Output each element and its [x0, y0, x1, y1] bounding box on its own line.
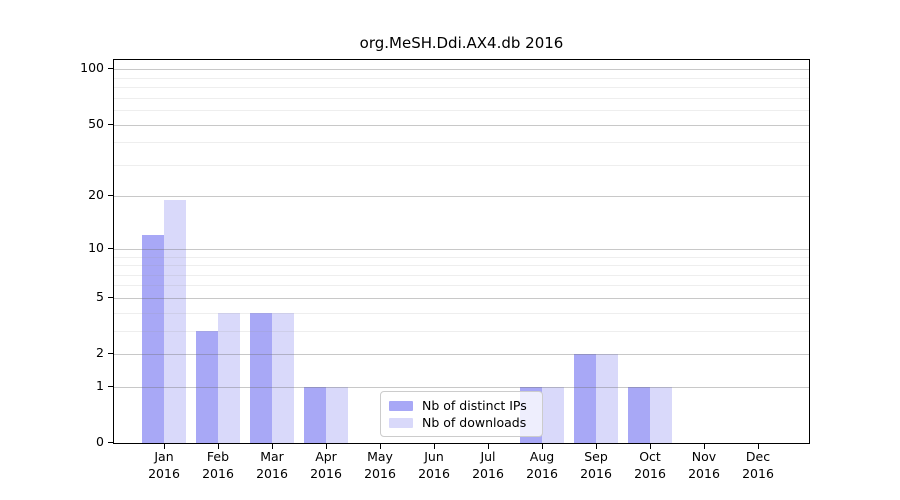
y-tick-label: 5: [96, 288, 104, 304]
x-axis-tick: [434, 444, 435, 449]
x-tick-label: Apr 2016: [310, 449, 342, 481]
legend-label-downloads: Nb of downloads: [422, 415, 527, 430]
bar-distinct-ips-feb: [196, 330, 218, 443]
y-axis-tick: [108, 296, 113, 298]
x-tick-label: Jun 2016: [418, 449, 450, 481]
x-tick-label: Jan 2016: [148, 449, 180, 481]
x-axis-tick: [542, 444, 543, 449]
gridline-minor: [114, 330, 809, 332]
x-axis-tick: [488, 444, 489, 449]
x-tick-label: Jul 2016: [472, 449, 504, 481]
bar-distinct-ips-sep: [574, 354, 596, 443]
gridline-major: [114, 69, 809, 71]
gridline-minor: [114, 142, 809, 144]
y-tick-label: 50: [88, 115, 104, 131]
x-tick-label: Dec 2016: [742, 449, 774, 481]
plot-area: [113, 59, 810, 444]
x-axis-tick: [758, 444, 759, 449]
bar-downloads-feb: [218, 312, 240, 443]
legend-label-distinct-ips: Nb of distinct IPs: [422, 398, 527, 413]
gridline-minor: [114, 77, 809, 79]
y-axis-tick: [108, 123, 113, 125]
gridline-major: [114, 124, 809, 126]
y-axis-tick: [108, 195, 113, 197]
gridline-minor: [114, 312, 809, 314]
bar-downloads-sep: [596, 354, 618, 443]
x-axis-tick: [650, 444, 651, 449]
x-axis-tick: [164, 444, 165, 449]
y-tick-label: 1: [96, 377, 104, 393]
y-axis-tick: [108, 353, 113, 354]
y-tick-label: 10: [88, 239, 104, 255]
y-axis-tick: [108, 442, 113, 443]
legend-swatch-distinct-ips: [389, 400, 413, 411]
y-axis-tick: [108, 385, 113, 387]
gridline-major: [114, 354, 809, 355]
gridline-major: [114, 196, 809, 198]
bar-downloads-mar: [272, 312, 294, 443]
x-tick-label: Mar 2016: [256, 449, 288, 481]
x-axis-tick: [326, 444, 327, 449]
y-tick-label: 20: [88, 187, 104, 203]
gridline-minor: [114, 285, 809, 287]
bar-distinct-ips-apr: [304, 386, 326, 443]
bar-distinct-ips-mar: [250, 312, 272, 443]
x-tick-label: Feb 2016: [202, 449, 234, 481]
gridline-minor: [114, 97, 809, 99]
x-axis-tick: [704, 444, 705, 449]
gridline-major: [114, 386, 809, 388]
gridline-minor: [114, 256, 809, 258]
gridline-minor: [114, 164, 809, 166]
x-axis-tick: [596, 444, 597, 449]
gridline-minor: [114, 110, 809, 111]
y-tick-label: 100: [80, 60, 104, 76]
gridline-minor: [114, 87, 809, 89]
bar-downloads-aug: [542, 386, 564, 443]
x-tick-label: May 2016: [364, 449, 396, 481]
gridline-minor: [114, 265, 809, 266]
gridline-major: [114, 297, 809, 299]
bar-downloads-apr: [326, 386, 348, 443]
gridline-major: [114, 248, 809, 250]
legend-swatch-downloads: [389, 417, 413, 428]
bar-distinct-ips-jan: [142, 235, 164, 443]
y-axis-tick: [108, 68, 113, 70]
legend-item-downloads: Nb of downloads: [389, 414, 534, 431]
bar-distinct-ips-oct: [628, 386, 650, 443]
y-axis-tick: [108, 247, 113, 249]
x-tick-label: Aug 2016: [526, 449, 558, 481]
x-tick-label: Nov 2016: [688, 449, 720, 481]
legend-item-distinct-ips: Nb of distinct IPs: [389, 397, 534, 414]
bar-downloads-oct: [650, 386, 672, 443]
y-tick-label: 0: [96, 434, 104, 449]
y-tick-label: 2: [96, 345, 104, 360]
x-tick-label: Sep 2016: [580, 449, 612, 481]
chart-title: org.MeSH.Ddi.AX4.db 2016: [359, 34, 564, 52]
x-axis-tick: [380, 444, 381, 449]
x-axis-tick: [272, 444, 273, 449]
legend: Nb of distinct IPs Nb of downloads: [380, 391, 543, 437]
x-tick-label: Oct 2016: [634, 449, 666, 481]
x-axis-tick: [218, 444, 219, 449]
gridline-minor: [114, 274, 809, 276]
bar-downloads-jan: [164, 200, 186, 443]
